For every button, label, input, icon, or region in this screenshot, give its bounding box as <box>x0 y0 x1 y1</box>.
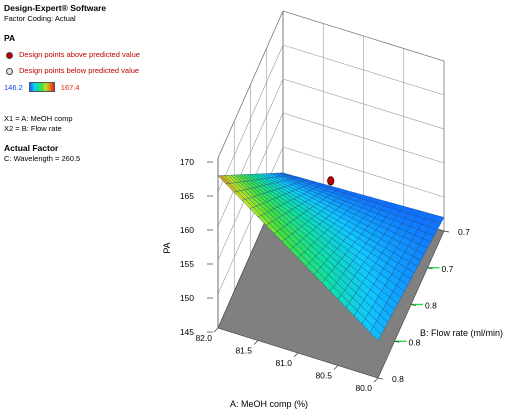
x-tick-label: 80.5 <box>315 371 332 381</box>
legend-panel: Design-Expert® Software Factor Coding: A… <box>4 3 174 164</box>
x-tick-mark <box>373 377 379 383</box>
design-points <box>327 176 335 186</box>
color-ramp <box>28 82 55 92</box>
z-tick-label: 155 <box>180 259 194 269</box>
y-axis-title: B: Flow rate (ml/min) <box>420 328 503 338</box>
y-tick-label: 0.7 <box>442 264 454 274</box>
y-tick-mark <box>394 340 400 343</box>
design-point-above <box>327 176 335 186</box>
z-tick-label: 165 <box>180 191 194 201</box>
y-tick-label: 0.8 <box>409 337 421 347</box>
z-tick-label: 170 <box>180 157 194 167</box>
z-tick-label: 150 <box>180 293 194 303</box>
x-tick-mark <box>213 327 219 333</box>
z-tick-label: 160 <box>180 225 194 235</box>
z-tick-label: 145 <box>180 327 194 337</box>
factor-coding: Factor Coding: Actual <box>4 14 76 23</box>
pink-dot-icon <box>6 67 13 75</box>
x-tick-mark <box>333 365 339 370</box>
points-above-label: Design points above predicted value <box>19 50 140 59</box>
points-above-row: Design points above predicted value <box>4 50 174 60</box>
x-tick-mark <box>293 352 299 358</box>
x-tick-label: 81.0 <box>275 358 292 368</box>
actual-factor-value: C: Wavelength = 260.5 <box>4 154 81 163</box>
points-below-label: Design points below predicted value <box>19 66 140 75</box>
y-tick-mark <box>410 304 417 306</box>
x-tick-mark <box>253 340 259 345</box>
y-tick-mark <box>427 267 433 270</box>
actual-factor-title: Actual Factor <box>4 143 59 153</box>
response-surface <box>217 172 445 341</box>
y-tick-mark <box>377 377 384 380</box>
range-max: 167.4 <box>60 82 80 92</box>
x-tick-label: 81.5 <box>235 346 252 356</box>
x1-definition: X1 = A: MeOH comp <box>4 114 73 123</box>
color-ramp-row: 146.2 167.4 <box>4 82 174 92</box>
response-name: PA <box>4 33 16 43</box>
x2-definition: X2 = B: Flow rate <box>4 124 62 133</box>
x-tick-label: 82.0 <box>195 333 212 343</box>
y-tick-mark <box>443 230 450 233</box>
y-tick-label: 0.8 <box>425 301 437 311</box>
red-dot-icon <box>6 51 13 59</box>
surface-cell <box>432 214 445 224</box>
z-axis-title: PA <box>162 242 172 253</box>
range-min: 146.2 <box>4 82 23 92</box>
software-title: Design-Expert® Software <box>4 3 107 13</box>
axis-ticks: 145 150 155 160 165 170 82.0 81.5 81.0 80.5 80.0 0.… <box>180 157 470 393</box>
x-axis-title: A: MeOH comp (%) <box>230 399 308 409</box>
x-tick-label: 80.0 <box>355 383 372 393</box>
y-tick-label: 0.7 <box>458 227 470 237</box>
y-tick-label: 0.8 <box>392 374 404 384</box>
points-below-row: Design points below predicted value <box>4 66 174 76</box>
